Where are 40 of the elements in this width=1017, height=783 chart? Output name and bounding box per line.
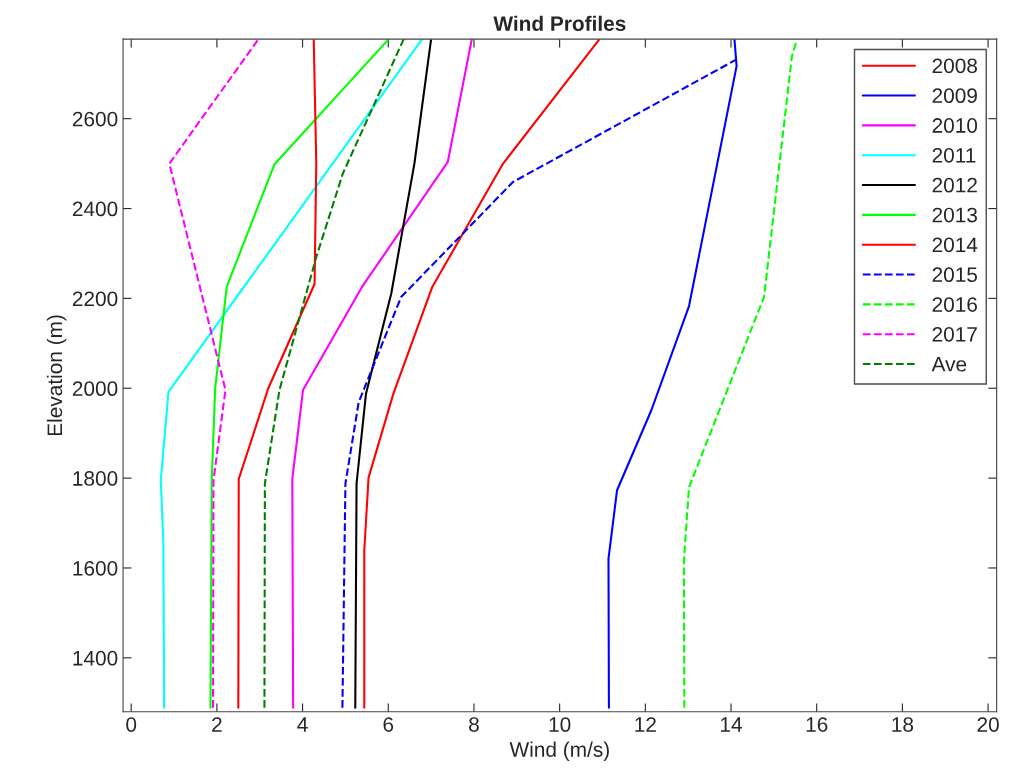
x-tick-label: 0 bbox=[126, 717, 137, 732]
line-series bbox=[263, 39, 405, 709]
y-tick-label: 1800 bbox=[73, 471, 118, 486]
legend-label: 2015 bbox=[932, 267, 978, 283]
x-tick-label: 18 bbox=[892, 717, 914, 732]
x-tick-label: 4 bbox=[297, 717, 308, 732]
x-tick-label: 12 bbox=[635, 717, 656, 732]
chart-title: Wind Profiles bbox=[493, 15, 626, 32]
x-tick-label: 2 bbox=[212, 717, 222, 732]
legend-label: 2011 bbox=[932, 147, 976, 163]
y-tick-label: 2600 bbox=[72, 111, 118, 127]
line-series bbox=[291, 39, 473, 709]
line-series bbox=[209, 39, 390, 709]
legend-label: Ave bbox=[931, 357, 967, 372]
legend-label: 2016 bbox=[932, 297, 977, 312]
y-tick-label: 2400 bbox=[72, 201, 118, 217]
x-axis-title: Wind (m/s) bbox=[509, 741, 609, 761]
y-tick-label: 1600 bbox=[73, 560, 118, 576]
legend-label: 2008 bbox=[932, 58, 978, 74]
y-tick-label: 2000 bbox=[72, 381, 118, 397]
y-axis-title: Elevation (m) bbox=[46, 315, 67, 436]
y-tick-label: 2200 bbox=[72, 291, 118, 307]
legend-label: 2009 bbox=[932, 88, 977, 104]
legend-label: 2012 bbox=[932, 177, 977, 193]
x-tick-label: 16 bbox=[806, 717, 828, 732]
legend-label: 2014 bbox=[932, 237, 978, 253]
legend-label: 2017 bbox=[932, 326, 977, 342]
line-series bbox=[159, 39, 424, 709]
x-tick-label: 6 bbox=[383, 717, 394, 732]
line-series bbox=[237, 39, 318, 709]
line-series bbox=[363, 39, 601, 709]
x-tick-label: 14 bbox=[721, 717, 742, 732]
x-tick-label: 20 bbox=[977, 717, 999, 732]
line-series bbox=[168, 39, 260, 709]
legend-label: 2013 bbox=[932, 207, 977, 223]
y-tick-label: 1400 bbox=[73, 650, 118, 666]
line-series bbox=[354, 39, 433, 709]
legend-label: 2010 bbox=[932, 118, 978, 133]
x-tick-label: 8 bbox=[469, 717, 479, 732]
x-tick-label: 10 bbox=[549, 717, 571, 732]
